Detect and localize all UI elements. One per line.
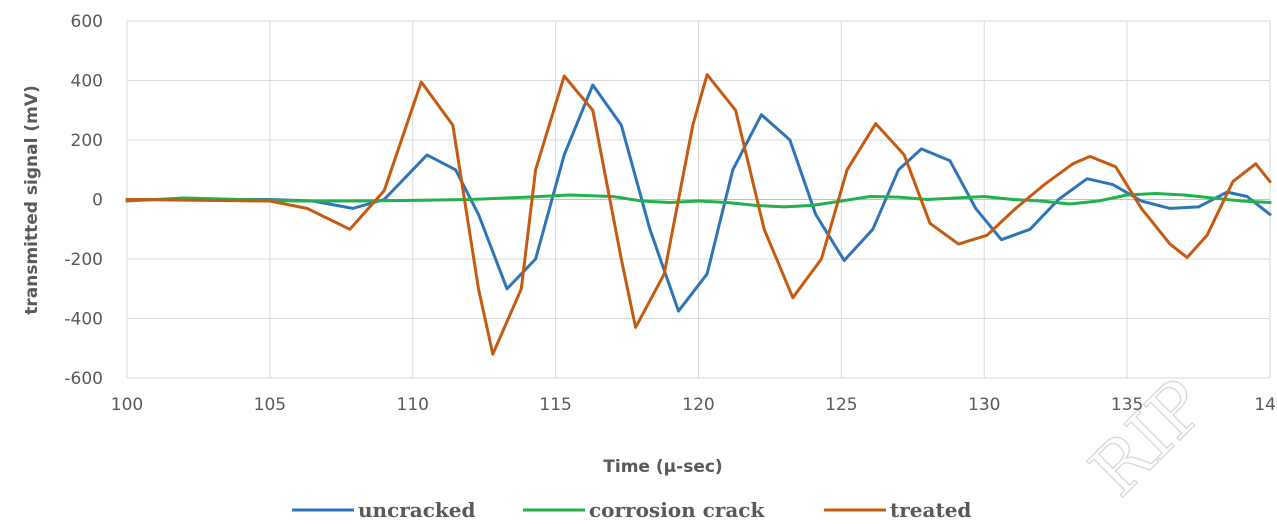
x-tick-label: 14 xyxy=(1254,395,1276,415)
x-tick-label: 115 xyxy=(539,395,571,415)
gridlines xyxy=(126,20,1271,379)
x-tick-label: 110 xyxy=(397,395,429,415)
y-tick-label: 600 xyxy=(71,12,103,32)
y-tick-label: -400 xyxy=(64,310,103,330)
legend-label-treated: treated xyxy=(890,498,971,522)
y-tick-label: 0 xyxy=(92,191,103,211)
x-axis: 100 105 110 115 120 125 130 135 14 xyxy=(111,395,1276,415)
legend: uncracked corrosion crack treated xyxy=(292,498,971,522)
x-tick-label: 100 xyxy=(111,395,143,415)
y-tick-label: 400 xyxy=(71,72,103,92)
series-line-corrosion-crack xyxy=(125,192,1272,209)
y-axis-title: transmitted signal (mV) xyxy=(22,85,42,314)
y-tick-label: 200 xyxy=(71,131,103,151)
x-axis-title: Time (μ-sec) xyxy=(603,457,722,477)
x-tick-label: 120 xyxy=(682,395,714,415)
x-tick-label: 105 xyxy=(254,395,286,415)
series-line-uncracked xyxy=(125,83,1272,313)
legend-label-corrosion-crack: corrosion crack xyxy=(589,498,765,522)
x-tick-label: 135 xyxy=(1111,395,1143,415)
x-tick-label: 125 xyxy=(825,395,857,415)
plot-area xyxy=(125,73,1272,356)
series-line-treated xyxy=(125,73,1272,356)
y-tick-label: -200 xyxy=(64,250,103,270)
y-axis: 600 400 200 0 -200 -400 -600 xyxy=(64,12,103,389)
legend-label-uncracked: uncracked xyxy=(358,498,476,522)
watermark: RIP xyxy=(1074,364,1222,512)
x-tick-label: 130 xyxy=(968,395,1000,415)
y-tick-label: -600 xyxy=(64,369,103,389)
